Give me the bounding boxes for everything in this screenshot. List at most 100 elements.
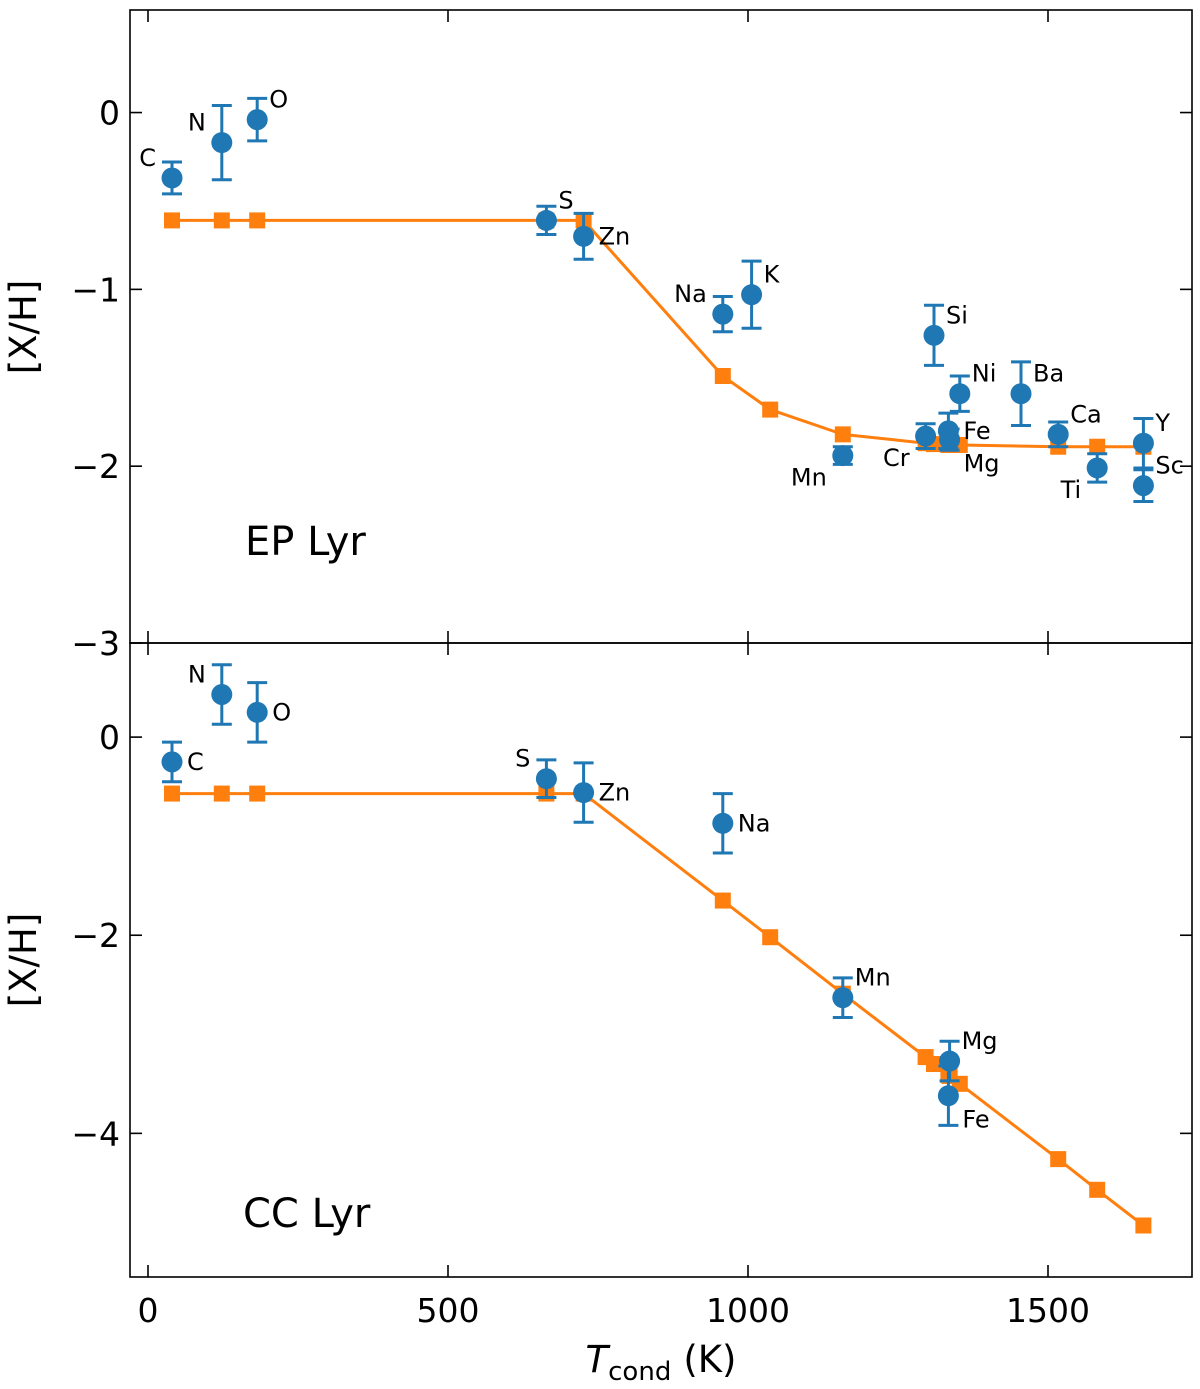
data-point [535,768,557,790]
data-point [573,782,595,804]
data-point [832,987,854,1009]
observed-point-zn: Zn [573,761,631,824]
data-point [211,684,233,706]
x-axis-label-sub: cond [608,1357,671,1387]
data-point [1132,475,1154,497]
model-point [762,929,779,946]
data-point [712,303,734,325]
observed-point-ni: Ni [949,360,997,413]
element-label: Sc [1155,452,1183,480]
data-point [937,420,959,442]
x-tick-label: 1000 [706,1291,790,1330]
observed-point-mn: Mn [791,445,854,492]
model-point [164,785,180,802]
x-axis-label-unit: (K) [683,1338,736,1381]
y-axis-label-top: [X/H] [2,280,45,375]
observed-point-ti: Ti [1060,452,1108,504]
observed-point-y: Y [1132,409,1170,470]
panel-label-ep-lyr: EP Lyr [245,519,366,565]
y-tick-label: 0 [99,94,120,133]
element-label: S [558,186,573,214]
element-label: S [515,745,530,773]
element-label: Na [738,809,771,837]
data-point [712,812,734,834]
panel-label-cc-lyr: CC Lyr [243,1191,371,1237]
observed-point-ca: Ca [1047,400,1102,449]
model-point [249,212,266,229]
observed-point-fe: Fe [937,411,991,451]
model-point [213,212,230,229]
element-label: Mn [855,964,891,992]
model-line [172,218,1144,449]
data-point [832,445,854,467]
observed-point-o: O [246,86,288,143]
model-point [1135,1217,1152,1234]
model-point [249,785,266,802]
element-label: Fe [962,1106,989,1134]
observed-point-n: N [188,661,233,726]
model-series-bottom [164,785,1152,1234]
observed-series-bottom: C N O S Zn Na Mn Mg Fe [161,661,998,1134]
y-tick-label: 0 [99,718,120,757]
data-point [741,284,763,306]
element-label: Mg [962,1027,998,1055]
model-point [714,368,731,385]
observed-point-c: C [139,144,183,196]
model-point [1050,1151,1067,1168]
x-tick-label: 0 [138,1291,159,1330]
element-label: Mn [791,464,827,492]
observed-point-fe: Fe [937,1064,990,1134]
y-axis-label-bottom: [X/H] [2,913,45,1008]
data-point [535,209,557,231]
observed-point-s: S [515,745,557,800]
x-tick-label: 500 [417,1291,480,1330]
element-label: C [187,748,204,776]
data-point [246,701,268,723]
observed-point-na: Na [674,280,734,334]
observed-point-o: O [246,681,291,744]
observed-point-sc: Sc [1132,452,1184,504]
model-point [1089,1181,1106,1198]
ticks-bottom: 0 −2 −4 0 500 1000 1500 [71,643,1192,1330]
element-label: N [188,109,206,137]
data-point [211,132,233,154]
y-tick-label: −2 [71,916,120,955]
data-point [1010,383,1032,405]
model-point [164,212,180,229]
observed-point-na: Na [712,792,771,855]
observed-point-mn: Mn [832,964,891,1019]
element-label: K [764,261,781,289]
observed-point-zn: Zn [573,211,631,261]
model-point [714,892,731,909]
x-axis-label-main: T [586,1338,611,1381]
element-label: Ca [1070,400,1101,428]
observed-point-s: S [535,186,574,237]
data-point [246,109,268,131]
element-label: C [139,144,156,172]
data-point [949,383,971,405]
data-point [161,751,183,773]
element-label: Zn [599,779,631,807]
data-point [923,324,945,346]
element-label: O [269,86,288,114]
ticks-top: 0 −1 −2 −3 [71,10,1192,663]
element-label: Cr [883,444,910,472]
observed-point-cr: Cr [883,422,937,472]
element-label: Ti [1060,476,1082,504]
element-label: Y [1154,409,1170,437]
data-point [1047,423,1069,445]
element-label: Ni [972,360,997,388]
y-tick-label: −3 [71,624,120,663]
element-label: O [272,698,291,726]
data-point [573,225,595,247]
model-point [1089,438,1106,455]
data-point [915,425,937,447]
element-label: Fe [963,417,990,445]
observed-point-k: K [741,259,781,330]
data-point [1132,432,1154,454]
model-series-top [164,212,1152,455]
element-label: Zn [599,222,631,250]
